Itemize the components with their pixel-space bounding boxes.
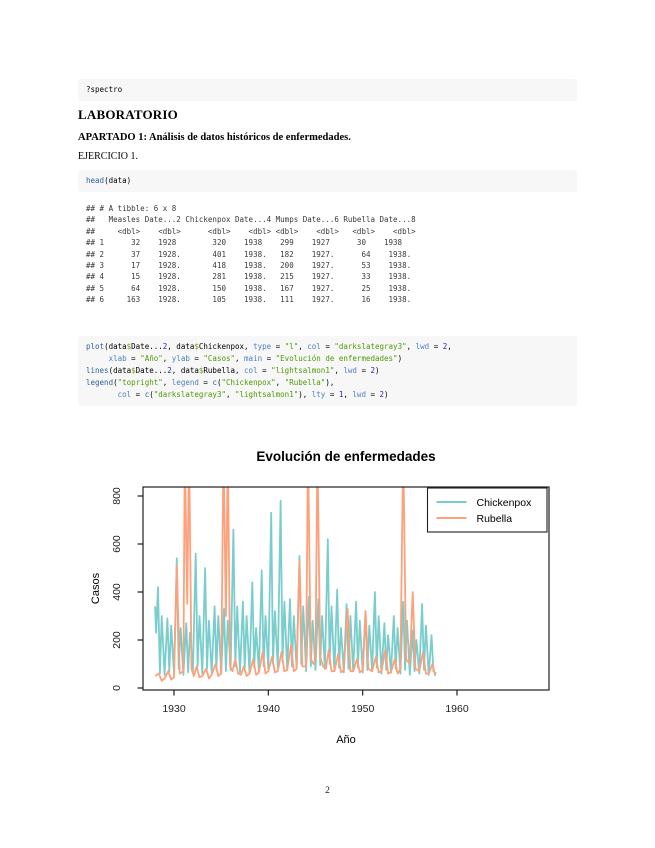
y-tick-label: 200 — [111, 631, 123, 649]
x-tick-label: 1960 — [445, 703, 469, 715]
plot-border — [142, 486, 550, 691]
r-plot-evolucion-enfermedades: Evolución de enfermedades 1930 1940 1950 196… — [75, 435, 575, 765]
page-number: 2 — [325, 786, 330, 796]
y-tick-label: 600 — [111, 535, 123, 553]
x-tick-label: 1930 — [162, 703, 186, 715]
section-heading-laboratorio: LABORATORIO — [78, 107, 178, 122]
apartado-label: APARTADO 1: — [78, 132, 147, 143]
legend-label: Chickenpox — [477, 497, 533, 509]
legend-box — [426, 487, 548, 533]
chart-title: Evolución de enfermedades — [256, 449, 435, 464]
y-axis-label: Casos — [90, 572, 102, 604]
code-block-plot: plot(data$Date...2, data$Chickenpox, typ… — [78, 336, 577, 406]
exercise-heading: EJERCICIO 1. — [78, 151, 138, 162]
code-block-spectro: ?spectro — [78, 79, 577, 101]
x-tick-label: 1950 — [351, 703, 375, 715]
code-block-head-data: head(data) — [78, 170, 577, 192]
y-tick-label: 0 — [111, 685, 123, 691]
console-output-tibble: ## # A tibble: 6 x 8 ## Measles Date...2… — [86, 204, 416, 305]
series-line-chickenpox — [154, 499, 437, 676]
x-tick-label: 1940 — [257, 703, 281, 715]
y-tick-label: 400 — [111, 583, 123, 601]
y-tick-label: 800 — [111, 487, 123, 505]
x-axis-label: Año — [336, 734, 356, 746]
line-chart: Evolución de enfermedades 1930 1940 1950 196… — [90, 449, 550, 746]
subsection-heading-apartado: APARTADO 1: Análisis de datos históricos… — [78, 132, 351, 143]
series-line-rubella — [154, 487, 437, 682]
legend-label: Rubella — [477, 513, 513, 525]
apartado-text: Análisis de datos históricos de enfermed… — [146, 132, 351, 143]
